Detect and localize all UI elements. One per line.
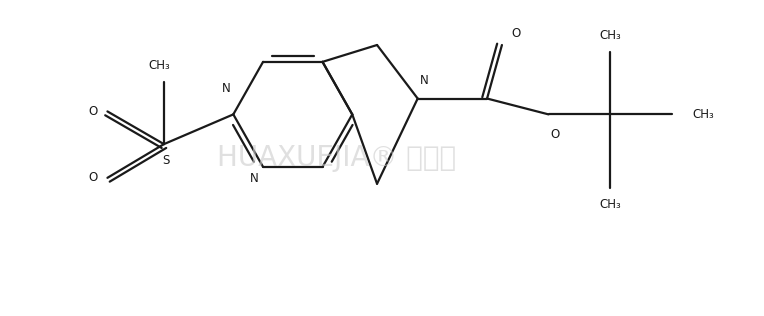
Text: N: N xyxy=(419,74,429,87)
Text: CH₃: CH₃ xyxy=(599,198,621,211)
Text: CH₃: CH₃ xyxy=(148,59,170,72)
Text: N: N xyxy=(222,82,230,94)
Text: O: O xyxy=(551,128,560,141)
Text: CH₃: CH₃ xyxy=(599,29,621,42)
Text: S: S xyxy=(162,154,170,167)
Text: O: O xyxy=(512,27,521,40)
Text: HUAXUEJIA® 化学加: HUAXUEJIA® 化学加 xyxy=(217,144,456,172)
Text: CH₃: CH₃ xyxy=(692,108,714,121)
Text: N: N xyxy=(251,172,259,185)
Text: O: O xyxy=(89,171,98,184)
Text: O: O xyxy=(89,105,98,118)
